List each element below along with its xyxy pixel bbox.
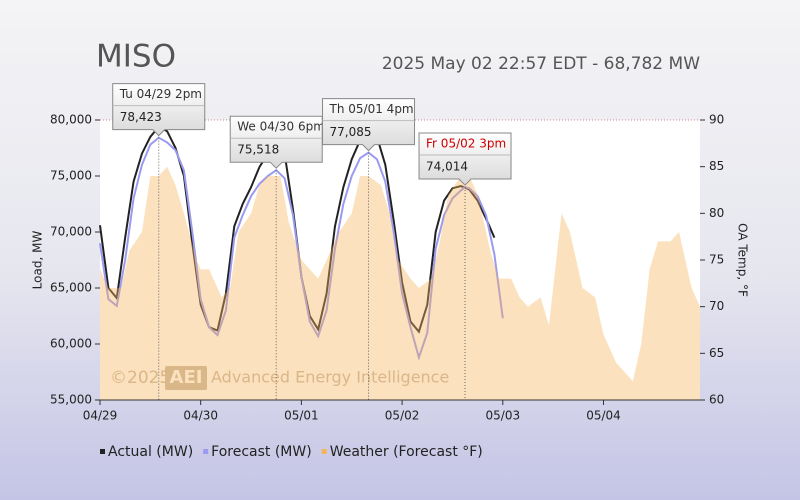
x-tick-label: 05/01 bbox=[284, 409, 319, 423]
tooltip-label: Fr 05/02 3pm bbox=[426, 137, 506, 151]
y2-tick-label: 90 bbox=[709, 113, 724, 127]
legend-swatch bbox=[100, 449, 105, 454]
y-tick-label: 80,000 bbox=[50, 113, 92, 127]
x-tick-label: 05/03 bbox=[486, 409, 521, 423]
tooltip-box bbox=[112, 83, 206, 137]
y-axis-label: Load, MW bbox=[31, 231, 45, 290]
y2-tick-label: 60 bbox=[709, 393, 724, 407]
y2-axis-label: OA Temp, °F bbox=[736, 223, 750, 297]
y2-tick-label: 70 bbox=[709, 299, 724, 313]
y-tick-label: 75,000 bbox=[50, 169, 92, 183]
y-tick-label: 55,000 bbox=[50, 393, 92, 407]
chart-title: MISO bbox=[96, 39, 176, 75]
y2-tick-label: 80 bbox=[709, 206, 724, 220]
tooltip-box bbox=[322, 98, 416, 152]
tooltip-value: 77,085 bbox=[330, 125, 372, 139]
x-tick-label: 04/30 bbox=[183, 409, 218, 423]
tooltip-label: Th 05/01 4pm bbox=[329, 102, 414, 116]
legend-label: Forecast (MW) bbox=[211, 444, 312, 460]
x-tick-label: 04/29 bbox=[83, 409, 118, 423]
series-line bbox=[99, 136, 504, 361]
y-tick-label: 60,000 bbox=[50, 337, 92, 351]
watermark-copyright: ©2025 bbox=[110, 368, 170, 388]
weather-area bbox=[100, 166, 700, 400]
y-tick-label: 65,000 bbox=[50, 281, 92, 295]
tooltip-label: Tu 04/29 2pm bbox=[119, 87, 202, 101]
y2-tick-label: 75 bbox=[709, 253, 724, 267]
watermark-name: Advanced Energy Intelligence bbox=[211, 368, 449, 387]
legend-label: Weather (Forecast °F) bbox=[330, 444, 483, 460]
tooltip-value: 78,423 bbox=[120, 110, 162, 124]
y-tick-label: 70,000 bbox=[50, 225, 92, 239]
watermark-logo: AEI bbox=[170, 367, 203, 388]
y2-tick-label: 65 bbox=[709, 346, 724, 360]
legend-swatch bbox=[203, 449, 209, 454]
watermark-logo-box bbox=[165, 366, 207, 390]
legend-label: Actual (MW) bbox=[108, 444, 193, 460]
tooltip-value: 74,014 bbox=[426, 160, 468, 174]
chart-subtitle: 2025 May 02 22:57 EDT - 68,782 MW bbox=[382, 54, 700, 74]
tooltip-box bbox=[418, 132, 512, 186]
x-tick-label: 05/02 bbox=[385, 409, 420, 423]
x-tick-label: 05/04 bbox=[586, 409, 621, 423]
tooltip-label: We 04/30 6pm bbox=[237, 120, 325, 134]
tooltip-value: 75,518 bbox=[237, 143, 279, 157]
y2-tick-label: 85 bbox=[709, 159, 724, 173]
legend-swatch bbox=[321, 449, 327, 454]
